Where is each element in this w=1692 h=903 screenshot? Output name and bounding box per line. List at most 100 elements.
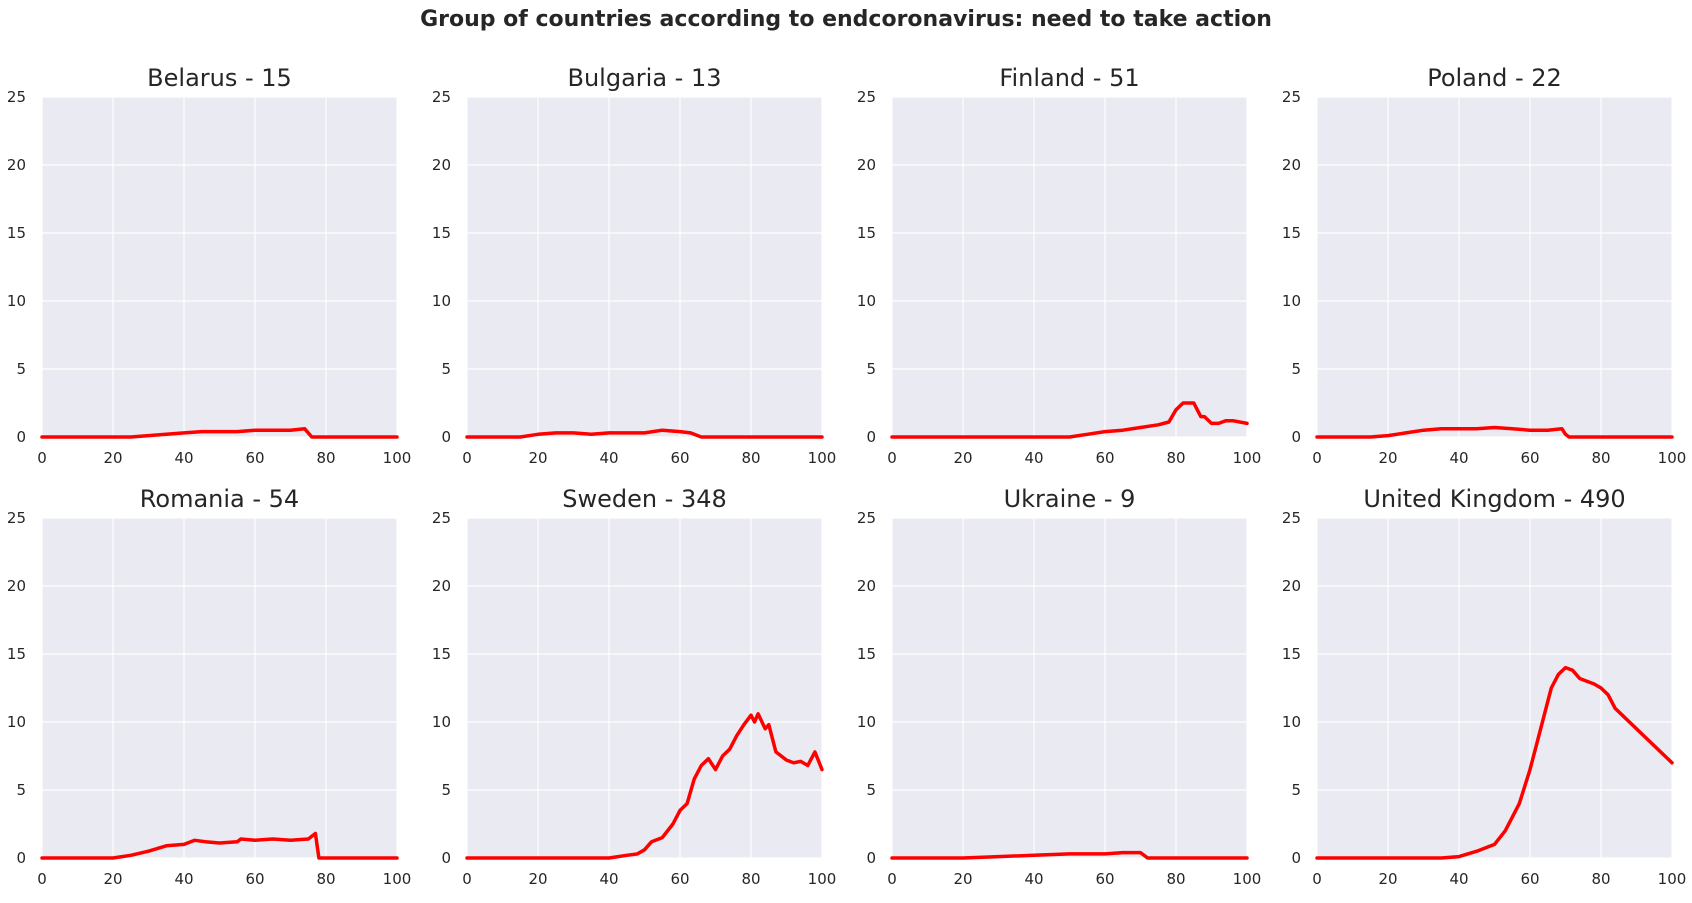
subplot-belarus-15: 0 20 40 60 80 100 0 5 10 15 20 25 Belarus - 15 (7, 64, 411, 467)
y-tick-label: 10 (7, 292, 26, 310)
subplot-title: Sweden - 348 (562, 485, 727, 513)
series-line (40, 831, 399, 860)
y-tick-label: 15 (432, 645, 451, 663)
x-tick-label: 20 (103, 870, 122, 888)
subplot-bulgaria-13: 0 20 40 60 80 100 0 5 10 15 20 25 Bulgaria - 13 (432, 64, 836, 467)
subplot-title: Ukraine - 9 (1004, 485, 1136, 513)
x-tick-label: 100 (1658, 870, 1687, 888)
x-tick-label: 80 (316, 870, 335, 888)
plot-area (1317, 518, 1672, 858)
y-tick-label: 20 (7, 156, 26, 174)
plot-area (1317, 97, 1672, 437)
x-tick-label: 0 (37, 449, 47, 467)
x-tick-label: 80 (1166, 870, 1185, 888)
y-tick-label: 10 (857, 713, 876, 731)
x-tick-label: 80 (741, 870, 760, 888)
y-tick-label: 5 (16, 781, 26, 799)
x-tick-label: 0 (462, 870, 472, 888)
y-tick-label: 5 (16, 360, 26, 378)
y-tick-label: 25 (1282, 509, 1301, 527)
y-tick-label: 10 (432, 713, 451, 731)
x-tick-label: 100 (808, 870, 837, 888)
subplot-title: Belarus - 15 (147, 64, 292, 92)
x-tick-label: 80 (1166, 449, 1185, 467)
y-tick-label: 25 (857, 88, 876, 106)
x-tick-label: 60 (1520, 449, 1539, 467)
subplot-title: Finland - 51 (999, 64, 1139, 92)
y-tick-label: 20 (432, 577, 451, 595)
y-tick-label: 20 (857, 577, 876, 595)
x-tick-label: 80 (741, 449, 760, 467)
subplot-title: Romania - 54 (140, 485, 299, 513)
x-tick-label: 60 (670, 870, 689, 888)
x-tick-label: 40 (1024, 449, 1043, 467)
y-tick-label: 15 (1282, 224, 1301, 242)
series-line (465, 428, 824, 439)
subplot-title: United Kingdom - 490 (1363, 485, 1625, 513)
x-tick-label: 20 (953, 870, 972, 888)
plot-area (467, 518, 822, 858)
x-tick-label: 100 (1233, 870, 1262, 888)
y-tick-label: 25 (7, 509, 26, 527)
x-tick-label: 20 (1378, 449, 1397, 467)
x-tick-label: 40 (174, 449, 193, 467)
x-tick-label: 100 (383, 449, 412, 467)
x-tick-label: 40 (1024, 870, 1043, 888)
x-tick-label: 100 (808, 449, 837, 467)
y-tick-label: 10 (857, 292, 876, 310)
y-tick-label: 20 (857, 156, 876, 174)
subplot-poland-22: 0 20 40 60 80 100 0 5 10 15 20 25 Poland - 22 (1282, 64, 1686, 467)
y-tick-label: 5 (866, 781, 876, 799)
y-tick-label: 25 (857, 509, 876, 527)
y-tick-label: 15 (7, 645, 26, 663)
y-tick-label: 5 (1291, 781, 1301, 799)
x-tick-label: 0 (887, 870, 897, 888)
subplot-ukraine-9: 0 20 40 60 80 100 0 5 10 15 20 25 Ukraine - 9 (857, 485, 1261, 888)
series-line (465, 712, 824, 860)
y-tick-label: 0 (1291, 849, 1301, 867)
y-tick-label: 0 (866, 849, 876, 867)
plot-area (42, 518, 397, 858)
y-tick-label: 20 (1282, 577, 1301, 595)
y-tick-label: 20 (7, 577, 26, 595)
x-tick-label: 100 (383, 870, 412, 888)
y-tick-label: 10 (1282, 292, 1301, 310)
x-tick-label: 0 (37, 870, 47, 888)
y-tick-label: 25 (7, 88, 26, 106)
plot-area (892, 518, 1247, 858)
x-tick-label: 40 (174, 870, 193, 888)
y-tick-label: 15 (857, 224, 876, 242)
x-tick-label: 20 (528, 449, 547, 467)
x-tick-label: 100 (1658, 449, 1687, 467)
plot-area (892, 97, 1247, 437)
y-tick-label: 20 (432, 156, 451, 174)
series-line (890, 850, 1249, 860)
x-tick-label: 60 (1520, 870, 1539, 888)
y-tick-label: 5 (441, 360, 451, 378)
y-tick-label: 5 (441, 781, 451, 799)
y-tick-label: 0 (1291, 428, 1301, 446)
y-tick-label: 15 (432, 224, 451, 242)
y-tick-label: 15 (857, 645, 876, 663)
x-tick-label: 60 (670, 449, 689, 467)
y-tick-label: 15 (1282, 645, 1301, 663)
subplot-sweden-348: 0 20 40 60 80 100 0 5 10 15 20 25 Sweden - 348 (432, 485, 836, 888)
y-tick-label: 0 (441, 849, 451, 867)
subplot-title: Poland - 22 (1427, 64, 1562, 92)
x-tick-label: 0 (462, 449, 472, 467)
x-tick-label: 40 (1449, 870, 1468, 888)
subplot-united-kingdom-490: 0 20 40 60 80 100 0 5 10 15 20 25 United Kingdom - 4… (1282, 485, 1686, 888)
x-tick-label: 60 (245, 449, 264, 467)
y-tick-label: 5 (1291, 360, 1301, 378)
y-tick-label: 10 (432, 292, 451, 310)
x-tick-label: 40 (599, 449, 618, 467)
y-tick-label: 0 (16, 849, 26, 867)
y-tick-label: 15 (7, 224, 26, 242)
x-tick-label: 20 (103, 449, 122, 467)
plot-area (467, 97, 822, 437)
subplot-finland-51: 0 20 40 60 80 100 0 5 10 15 20 25 Finland - 51 (857, 64, 1261, 467)
y-tick-label: 10 (7, 713, 26, 731)
y-tick-label: 0 (441, 428, 451, 446)
x-tick-label: 0 (1312, 449, 1322, 467)
